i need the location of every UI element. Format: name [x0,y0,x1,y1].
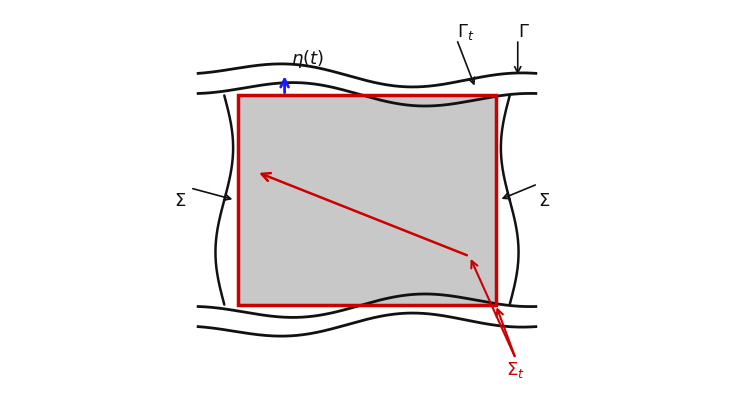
Bar [239,96,495,305]
Bar [239,96,495,305]
Text: $\Sigma$: $\Sigma$ [174,192,186,209]
Text: $\Sigma$: $\Sigma$ [538,192,550,209]
Text: $\Sigma_t$: $\Sigma_t$ [506,359,526,379]
Text: $\Gamma_t$: $\Gamma_t$ [457,22,475,42]
Text: $\Gamma$: $\Gamma$ [517,23,530,41]
Text: $\eta(t)$: $\eta(t)$ [291,48,324,70]
